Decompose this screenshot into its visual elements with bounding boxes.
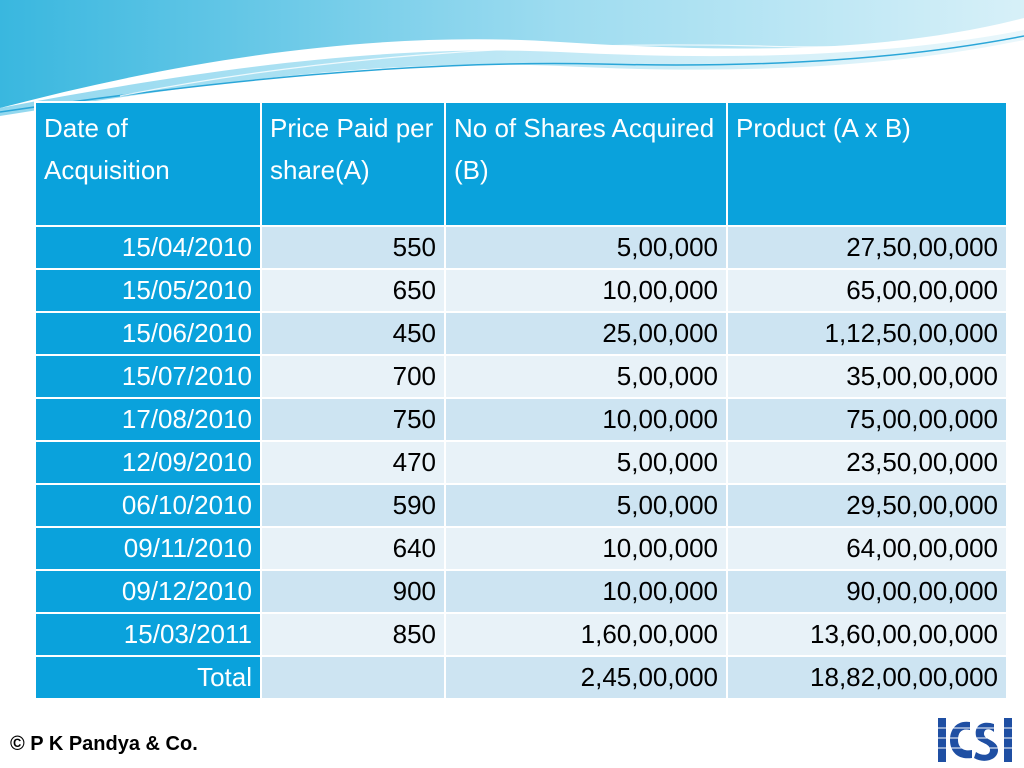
cell-product: 23,50,00,000 bbox=[726, 440, 1008, 485]
cell-date: 09/12/2010 bbox=[34, 569, 262, 614]
total-row: Total 2,45,00,000 18,82,00,00,000 bbox=[34, 655, 1008, 700]
cell-shares: 1,60,00,000 bbox=[444, 612, 728, 657]
table-row: 15/04/2010 550 5,00,000 27,50,00,000 bbox=[34, 225, 1008, 270]
cell-date: Total bbox=[34, 655, 262, 700]
cell-price: 900 bbox=[260, 569, 446, 614]
table-row: 06/10/2010 590 5,00,000 29,50,00,000 bbox=[34, 483, 1008, 528]
icsi-logo-icon bbox=[936, 718, 1020, 762]
cell-price: 850 bbox=[260, 612, 446, 657]
header-product: Product (A x B) bbox=[726, 101, 1008, 227]
cell-price: 750 bbox=[260, 397, 446, 442]
cell-price bbox=[260, 655, 446, 700]
table-row: 09/11/2010 640 10,00,000 64,00,00,000 bbox=[34, 526, 1008, 571]
cell-date: 15/07/2010 bbox=[34, 354, 262, 399]
cell-date: 15/06/2010 bbox=[34, 311, 262, 356]
cell-shares: 10,00,000 bbox=[444, 268, 728, 313]
cell-shares: 10,00,000 bbox=[444, 397, 728, 442]
cell-price: 700 bbox=[260, 354, 446, 399]
cell-date: 06/10/2010 bbox=[34, 483, 262, 528]
cell-product: 75,00,00,000 bbox=[726, 397, 1008, 442]
cell-shares: 2,45,00,000 bbox=[444, 655, 728, 700]
cell-price: 450 bbox=[260, 311, 446, 356]
cell-product: 1,12,50,00,000 bbox=[726, 311, 1008, 356]
cell-date: 15/05/2010 bbox=[34, 268, 262, 313]
cell-product: 35,00,00,000 bbox=[726, 354, 1008, 399]
table-row: 17/08/2010 750 10,00,000 75,00,00,000 bbox=[34, 397, 1008, 442]
table-row: 15/06/2010 450 25,00,000 1,12,50,00,000 bbox=[34, 311, 1008, 356]
acquisition-table-container: Date of Acquisition Price Paid per share… bbox=[34, 101, 1008, 700]
decorative-wave bbox=[0, 0, 1024, 116]
cell-shares: 25,00,000 bbox=[444, 311, 728, 356]
cell-date: 17/08/2010 bbox=[34, 397, 262, 442]
cell-product: 90,00,00,000 bbox=[726, 569, 1008, 614]
cell-price: 640 bbox=[260, 526, 446, 571]
cell-product: 27,50,00,000 bbox=[726, 225, 1008, 270]
table-header-row: Date of Acquisition Price Paid per share… bbox=[34, 101, 1008, 227]
cell-product: 29,50,00,000 bbox=[726, 483, 1008, 528]
header-no-of-shares: No of Shares Acquired (B) bbox=[444, 101, 728, 227]
cell-date: 15/04/2010 bbox=[34, 225, 262, 270]
cell-shares: 5,00,000 bbox=[444, 225, 728, 270]
cell-date: 15/03/2011 bbox=[34, 612, 262, 657]
cell-product: 64,00,00,000 bbox=[726, 526, 1008, 571]
table-row: 15/07/2010 700 5,00,000 35,00,00,000 bbox=[34, 354, 1008, 399]
table-row: 15/03/2011 850 1,60,00,000 13,60,00,00,000 bbox=[34, 612, 1008, 657]
cell-shares: 5,00,000 bbox=[444, 440, 728, 485]
acquisition-table: Date of Acquisition Price Paid per share… bbox=[34, 101, 1008, 700]
table-row: 12/09/2010 470 5,00,000 23,50,00,000 bbox=[34, 440, 1008, 485]
cell-product: 13,60,00,00,000 bbox=[726, 612, 1008, 657]
cell-date: 09/11/2010 bbox=[34, 526, 262, 571]
cell-shares: 5,00,000 bbox=[444, 354, 728, 399]
table-row: 09/12/2010 900 10,00,000 90,00,00,000 bbox=[34, 569, 1008, 614]
cell-product: 65,00,00,000 bbox=[726, 268, 1008, 313]
cell-price: 650 bbox=[260, 268, 446, 313]
table-body: 15/04/2010 550 5,00,000 27,50,00,000 15/05/2… bbox=[34, 225, 1008, 700]
cell-date: 12/09/2010 bbox=[34, 440, 262, 485]
cell-shares: 10,00,000 bbox=[444, 526, 728, 571]
cell-shares: 10,00,000 bbox=[444, 569, 728, 614]
copyright-footer: © P K Pandya & Co. bbox=[10, 733, 198, 755]
cell-product: 18,82,00,00,000 bbox=[726, 655, 1008, 700]
cell-shares: 5,00,000 bbox=[444, 483, 728, 528]
cell-price: 590 bbox=[260, 483, 446, 528]
table-row: 15/05/2010 650 10,00,000 65,00,00,000 bbox=[34, 268, 1008, 313]
cell-price: 550 bbox=[260, 225, 446, 270]
header-price-paid: Price Paid per share(A) bbox=[260, 101, 446, 227]
header-date-of-acquisition: Date of Acquisition bbox=[34, 101, 262, 227]
cell-price: 470 bbox=[260, 440, 446, 485]
